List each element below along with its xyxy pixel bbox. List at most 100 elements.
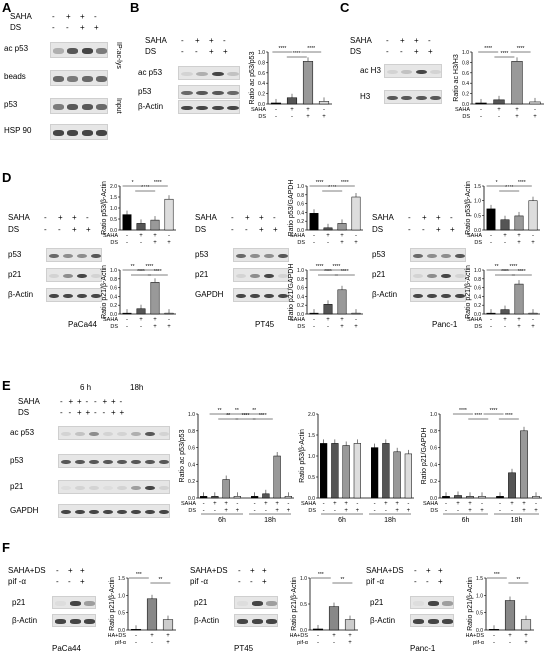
treatment-sign: + bbox=[102, 397, 108, 406]
significance-stars: *** bbox=[318, 572, 324, 578]
treatment-label: pif -α bbox=[8, 577, 26, 586]
blot-strip bbox=[234, 614, 278, 627]
blot-band bbox=[263, 293, 275, 299]
blot-band bbox=[454, 293, 466, 299]
x-row-label: DS bbox=[297, 324, 305, 330]
treatment-sign: + bbox=[450, 225, 455, 234]
bar bbox=[529, 101, 541, 105]
significance-stars: **** bbox=[484, 46, 492, 52]
bar bbox=[328, 606, 340, 631]
treatment-label: SAHA bbox=[195, 213, 217, 222]
x-sign: - bbox=[203, 508, 205, 514]
x-sign: + bbox=[517, 240, 521, 246]
x-sign: - bbox=[168, 233, 170, 239]
y-tick-label: 0.0 bbox=[474, 228, 481, 234]
blot-band bbox=[76, 253, 88, 259]
treatment-sign: - bbox=[52, 12, 55, 21]
bar bbox=[496, 496, 504, 499]
treatment-sign: - bbox=[426, 577, 429, 586]
x-sign: - bbox=[126, 317, 128, 323]
blot-label: p53 bbox=[138, 87, 152, 96]
blot-band bbox=[88, 485, 100, 491]
y-tick-label: 0.4 bbox=[188, 462, 195, 468]
blot-band bbox=[427, 601, 439, 606]
x-sign: - bbox=[493, 640, 495, 646]
y-tick-label: 0.0 bbox=[474, 312, 481, 318]
x-row-label: SAHA bbox=[467, 233, 482, 239]
x-sign: + bbox=[356, 508, 360, 514]
x-sign: - bbox=[504, 324, 506, 330]
bar bbox=[146, 598, 158, 631]
blot-strip-2 bbox=[50, 98, 108, 114]
x-sign: - bbox=[275, 107, 277, 113]
cell-line-label: PaCa44 bbox=[68, 320, 97, 329]
significance-stars: **** bbox=[518, 180, 526, 186]
treatment-sign: - bbox=[181, 47, 184, 56]
blot-band bbox=[277, 293, 289, 299]
blot-strip bbox=[410, 248, 466, 262]
blot-label: β-Actin bbox=[372, 290, 398, 299]
side-label-input: Input bbox=[115, 98, 122, 114]
treatment-sign: - bbox=[94, 397, 97, 406]
blot-band bbox=[54, 619, 66, 624]
x-sign: + bbox=[333, 501, 337, 507]
y-tick-label: 0.8 bbox=[188, 429, 195, 435]
bar bbox=[286, 97, 298, 105]
treatment-label: DS bbox=[10, 23, 22, 32]
blot-label: GAPDH bbox=[195, 290, 224, 299]
treatment-sign: - bbox=[414, 566, 417, 575]
group-label: 6h bbox=[462, 517, 470, 524]
blot-label: ac p53 bbox=[4, 44, 29, 53]
blot-band bbox=[69, 601, 81, 606]
treatment-sign: - bbox=[52, 23, 55, 32]
blot-band bbox=[60, 485, 72, 491]
x-row-label: SAHA bbox=[251, 107, 266, 113]
y-axis-label: Ratio p21/GAPDH bbox=[288, 264, 295, 321]
blot-band bbox=[196, 71, 209, 77]
blot-label: p21 bbox=[370, 598, 384, 607]
treatment-sign: + bbox=[66, 12, 71, 21]
treatment-sign: + bbox=[80, 12, 85, 21]
treatment-sign: + bbox=[259, 225, 264, 234]
y-tick-label: 1.5 bbox=[308, 433, 315, 439]
bar-chart-D-PaCa44-p53: Ratio p53/β-Actin 0.00.51.01.52.0--+-++-+… bbox=[101, 180, 176, 246]
significance-stars: ** bbox=[235, 408, 239, 414]
y-axis-label: Ratio p21/β-Actin bbox=[465, 265, 472, 319]
x-sign: + bbox=[306, 114, 310, 120]
blot-strip-3 bbox=[50, 124, 108, 140]
blot-label: HSP 90 bbox=[4, 126, 32, 135]
treatment-sign: - bbox=[231, 225, 234, 234]
y-tick-label: 0.2 bbox=[188, 479, 195, 485]
x-sign: + bbox=[534, 508, 538, 514]
x-sign: - bbox=[355, 317, 357, 323]
bar bbox=[478, 496, 486, 499]
treatment-sign: - bbox=[428, 36, 431, 45]
bar bbox=[508, 472, 516, 499]
x-sign: + bbox=[166, 633, 170, 639]
x-sign: - bbox=[511, 508, 513, 514]
bar bbox=[162, 619, 174, 631]
x-sign: - bbox=[313, 317, 315, 323]
x-sign: + bbox=[524, 633, 528, 639]
blot-band bbox=[96, 104, 108, 110]
x-sign: + bbox=[139, 317, 143, 323]
blot-strip bbox=[52, 614, 96, 627]
bar bbox=[353, 443, 361, 499]
blot-band bbox=[116, 485, 128, 491]
panel-label-c: C bbox=[340, 0, 350, 15]
blot-band bbox=[102, 431, 114, 437]
significance-stars: ** bbox=[495, 264, 499, 270]
blot-strip bbox=[410, 614, 454, 627]
x-sign: - bbox=[254, 508, 256, 514]
cell-line-label: Panc-1 bbox=[432, 320, 458, 329]
bar bbox=[371, 447, 379, 499]
x-sign: + bbox=[354, 324, 358, 330]
treatment-sign: - bbox=[66, 23, 69, 32]
x-sign: - bbox=[126, 240, 128, 246]
bar bbox=[382, 443, 390, 499]
panel-label-e: E bbox=[2, 378, 11, 393]
significance-stars: **** bbox=[293, 51, 301, 57]
bar bbox=[136, 308, 146, 315]
blot-strip bbox=[58, 426, 170, 440]
bar bbox=[323, 304, 333, 315]
